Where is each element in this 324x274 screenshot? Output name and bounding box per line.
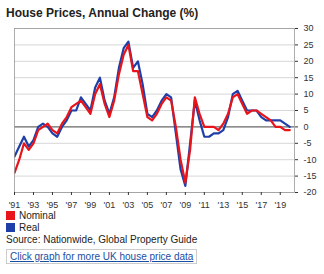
svg-text:5: 5	[304, 105, 309, 115]
html-text:House Prices, Annual Change (%: House Prices, Annual Change (%)	[6, 6, 199, 20]
svg-text:'09: '09	[179, 200, 191, 210]
svg-text:'19: '19	[274, 200, 286, 210]
svg-text:10: 10	[304, 89, 314, 99]
svg-text:'17: '17	[255, 200, 267, 210]
html-text:Source: Nationwide, Global Pro: Source: Nationwide, Global Property Guid…	[6, 234, 198, 245]
svg-text:-10: -10	[304, 155, 317, 165]
svg-text:'13: '13	[217, 200, 229, 210]
svg-text:-20: -20	[304, 187, 317, 197]
svg-text:'07: '07	[160, 200, 172, 210]
svg-text:-15: -15	[304, 171, 317, 181]
svg-text:'95: '95	[47, 200, 59, 210]
svg-text:0: 0	[304, 122, 309, 132]
svg-text:'11: '11	[199, 200, 210, 210]
svg-text:30: 30	[304, 23, 314, 33]
html-text:Nominal: Nominal	[19, 210, 56, 221]
svg-text:'97: '97	[66, 200, 78, 210]
html-text:Real: Real	[19, 222, 40, 233]
svg-text:-5: -5	[304, 138, 312, 148]
svg-text:'99: '99	[85, 200, 97, 210]
svg-text:'91: '91	[9, 200, 21, 210]
svg-text:15: 15	[304, 73, 314, 83]
svg-text:'05: '05	[142, 200, 154, 210]
svg-text:'03: '03	[123, 200, 135, 210]
svg-text:25: 25	[304, 40, 314, 50]
svg-text:20: 20	[304, 56, 314, 66]
svg-text:'15: '15	[236, 200, 248, 210]
svg-text:'01: '01	[104, 200, 116, 210]
html-text:Click graph for more UK house: Click graph for more UK house price data	[10, 251, 194, 262]
svg-text:'93: '93	[28, 200, 40, 210]
